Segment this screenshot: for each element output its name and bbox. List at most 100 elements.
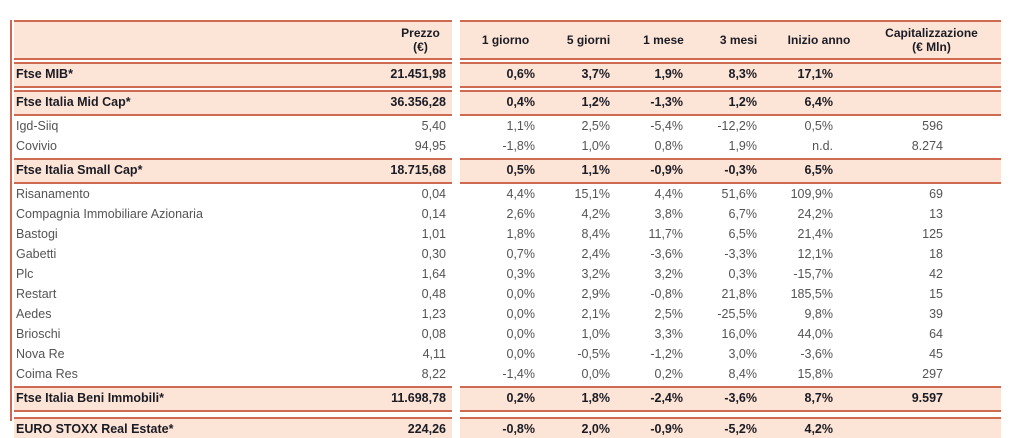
row-3-mesi: -3,6% [724, 391, 757, 405]
column-gutter [452, 90, 460, 116]
row-name: Coima Res [16, 367, 78, 381]
row-1-mese: -3,6% [650, 247, 683, 261]
row-name: Aedes [16, 307, 52, 321]
row-1-giorno: 0,7% [506, 247, 536, 261]
row-inizio-anno: 9,8% [804, 307, 834, 321]
column-gutter [452, 20, 460, 60]
column-gutter [452, 158, 460, 184]
header-left-segment: Prezzo (€) [14, 20, 452, 60]
row-5-giorni: 2,1% [581, 307, 611, 321]
table-row: Nova Re 4,11 0,0% -0,5% -1,2% 3,0% -3,6%… [14, 344, 1011, 364]
row-capitalizzazione: 297 [922, 367, 943, 381]
column-gutter [452, 244, 460, 264]
row-capitalizzazione: 39 [929, 307, 943, 321]
row-capitalizzazione: 64 [929, 327, 943, 341]
row-prezzo: 4,11 [422, 347, 446, 361]
row-3-mesi: 6,7% [728, 207, 758, 221]
table-left-border [10, 20, 12, 421]
table-row: Aedes 1,23 0,0% 2,1% 2,5% -25,5% 9,8% 39 [14, 304, 1011, 324]
row-1-giorno: 0,4% [506, 95, 536, 109]
column-gutter [452, 116, 460, 136]
table-header-row: Prezzo (€) 1 giorno 5 giorni 1 mese 3 me… [14, 20, 1011, 60]
table-row: Bastogi 1,01 1,8% 8,4% 11,7% 6,5% 21,4% … [14, 224, 1011, 244]
row-1-giorno: 1,1% [506, 119, 536, 133]
header-3-mesi: 3 mesi [719, 33, 758, 47]
column-gutter [452, 264, 460, 284]
row-prezzo: 5,40 [421, 119, 446, 133]
row-inizio-anno: -3,6% [800, 347, 833, 361]
table-row: Covivio 94,95 -1,8% 1,0% 0,8% 1,9% n.d. … [14, 136, 1011, 156]
row-name: Plc [16, 267, 34, 281]
column-gutter [452, 184, 460, 204]
header-prezzo-line1: Prezzo [401, 26, 440, 40]
row-inizio-anno: 17,1% [797, 67, 833, 81]
row-capitalizzazione: 42 [929, 267, 943, 281]
row-1-mese: -0,9% [650, 422, 683, 436]
row-1-mese: -2,4% [650, 391, 683, 405]
header-name [14, 22, 389, 58]
row-5-giorni: 3,7% [581, 67, 611, 81]
row-3-mesi: 6,5% [728, 227, 758, 241]
header-1-mese: 1 mese [643, 33, 684, 47]
table-row: Ftse Italia Small Cap* 18.715,68 0,5% 1,… [14, 158, 1011, 184]
row-1-giorno: -1,8% [502, 139, 535, 153]
row-name: Compagnia Immobiliare Azionaria [16, 207, 203, 221]
table-row: Gabetti 0,30 0,7% 2,4% -3,6% -3,3% 12,1%… [14, 244, 1011, 264]
row-inizio-anno: 24,2% [797, 207, 833, 221]
column-gutter [452, 136, 460, 156]
header-cap-line1: Capitalizzazione [885, 26, 978, 40]
row-capitalizzazione [862, 64, 1001, 86]
row-3-mesi: 1,2% [728, 95, 758, 109]
row-inizio-anno: 21,4% [797, 227, 833, 241]
row-inizio-anno: 15,8% [797, 367, 833, 381]
header-prezzo-line2: (€) [413, 40, 428, 54]
row-1-mese: 1,9% [654, 67, 684, 81]
row-1-mese: 4,4% [654, 187, 684, 201]
row-1-mese: -5,4% [650, 119, 683, 133]
row-3-mesi: -5,2% [724, 422, 757, 436]
row-3-mesi: -12,2% [717, 119, 757, 133]
row-1-giorno: 1,8% [506, 227, 536, 241]
table-row: Igd-Siiq 5,40 1,1% 2,5% -5,4% -12,2% 0,5… [14, 116, 1011, 136]
row-inizio-anno: 12,1% [797, 247, 833, 261]
row-inizio-anno: -15,7% [793, 267, 833, 281]
row-5-giorni: 2,0% [581, 422, 611, 436]
row-1-mese: 2,5% [654, 307, 684, 321]
column-gutter [452, 417, 460, 438]
row-inizio-anno: 8,7% [804, 391, 834, 405]
row-inizio-anno: 6,4% [804, 95, 834, 109]
row-name: Restart [16, 287, 57, 301]
table-row: EURO STOXX Real Estate* 224,26 -0,8% 2,0… [14, 417, 1011, 438]
table-row: Risanamento 0,04 4,4% 15,1% 4,4% 51,6% 1… [14, 184, 1011, 204]
row-1-giorno: 0,0% [506, 287, 536, 301]
row-5-giorni: 15,1% [574, 187, 610, 201]
row-inizio-anno: 4,2% [804, 422, 834, 436]
row-prezzo: 36.356,28 [390, 95, 446, 109]
row-prezzo: 8,22 [421, 367, 446, 381]
row-1-giorno: 0,3% [506, 267, 536, 281]
row-5-giorni: 1,0% [581, 327, 611, 341]
row-name: Brioschi [16, 327, 61, 341]
row-1-giorno: 2,6% [506, 207, 536, 221]
row-1-mese: -1,3% [650, 95, 683, 109]
row-3-mesi: 51,6% [721, 187, 757, 201]
row-prezzo: 0,48 [421, 287, 446, 301]
column-gutter [452, 364, 460, 384]
row-capitalizzazione: 15 [929, 287, 943, 301]
row-capitalizzazione [862, 160, 1001, 182]
row-1-mese: 3,2% [654, 267, 684, 281]
row-1-giorno: 4,4% [506, 187, 536, 201]
row-name: EURO STOXX Real Estate* [16, 422, 174, 436]
header-prezzo: Prezzo (€) [389, 22, 452, 58]
column-gutter [452, 324, 460, 344]
row-5-giorni: 2,9% [581, 287, 611, 301]
row-5-giorni: 8,4% [581, 227, 611, 241]
table-row: Plc 1,64 0,3% 3,2% 3,2% 0,3% -15,7% 42 [14, 264, 1011, 284]
header-1-giorno: 1 giorno [481, 33, 530, 47]
row-prezzo: 1,23 [421, 307, 446, 321]
row-5-giorni: -0,5% [577, 347, 610, 361]
row-prezzo: 1,64 [421, 267, 446, 281]
row-1-mese: 0,8% [654, 139, 684, 153]
row-3-mesi: 21,8% [721, 287, 757, 301]
row-capitalizzazione: 8.274 [911, 139, 943, 153]
